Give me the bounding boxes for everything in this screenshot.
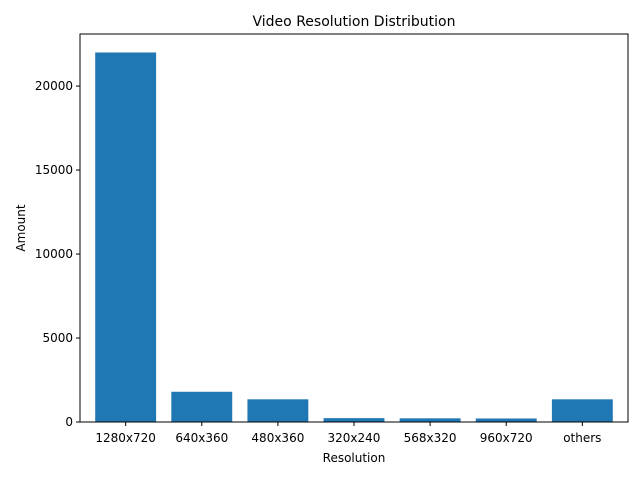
y-tick-label: 0 — [65, 415, 73, 429]
x-tick-label: 640x360 — [175, 431, 228, 445]
y-tick-label: 20000 — [35, 79, 73, 93]
bar-640x360 — [171, 391, 233, 422]
bar-568x320 — [399, 418, 461, 422]
bar-1280x720 — [95, 52, 157, 422]
y-axis: 0 5000 10000 15000 20000 — [35, 79, 80, 429]
x-axis-label: Resolution — [323, 451, 386, 465]
bar-960x720 — [475, 418, 537, 422]
bars-layer — [95, 52, 613, 422]
chart-title: Video Resolution Distribution — [253, 14, 456, 30]
bar-320x240 — [323, 418, 385, 422]
x-axis: 1280x720 640x360 480x360 320x240 568x320 960x… — [95, 422, 601, 445]
x-tick-label: others — [563, 431, 601, 445]
bar-480x360 — [247, 399, 309, 422]
x-tick-label: 320x240 — [328, 431, 381, 445]
y-tick-label: 10000 — [35, 247, 73, 261]
x-tick-label: 568x320 — [404, 431, 457, 445]
x-tick-label: 480x360 — [251, 431, 304, 445]
x-tick-label: 960x720 — [480, 431, 533, 445]
x-tick-label: 1280x720 — [95, 431, 156, 445]
y-tick-label: 5000 — [42, 331, 73, 345]
y-tick-label: 15000 — [35, 163, 73, 177]
y-axis-label: Amount — [14, 204, 28, 251]
bar-others — [551, 399, 613, 422]
plot-frame — [79, 33, 629, 423]
